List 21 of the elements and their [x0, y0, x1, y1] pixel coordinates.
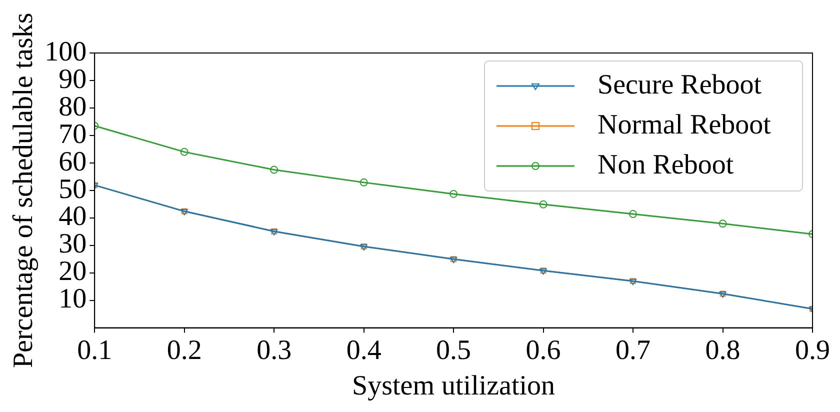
x-axis-title: System utilization: [352, 370, 556, 402]
x-tick-label: 0.8: [705, 334, 740, 366]
x-tick-label: 0.5: [436, 334, 472, 366]
x-tick-label: 0.4: [346, 334, 382, 366]
legend-label: Secure Reboot: [598, 69, 762, 100]
point: [180, 148, 188, 156]
x-tick-label: 0.7: [616, 334, 651, 366]
legend-label: Non Reboot: [598, 149, 734, 180]
x-tick-label: 0.1: [77, 334, 112, 366]
x-tick-label: 0.2: [166, 334, 202, 366]
point: [718, 220, 727, 228]
point: [629, 210, 638, 218]
point: [360, 178, 368, 186]
legend-label: Normal Reboot: [598, 109, 772, 140]
x-tick-label: 0.9: [795, 334, 830, 366]
y-axis-title: Percentage of schedulable tasks: [8, 12, 40, 368]
point: [270, 166, 278, 174]
x-tick-label: 0.3: [256, 334, 292, 366]
point: [539, 200, 548, 208]
point: [450, 190, 458, 198]
x-tick-label: 0.6: [526, 334, 561, 366]
